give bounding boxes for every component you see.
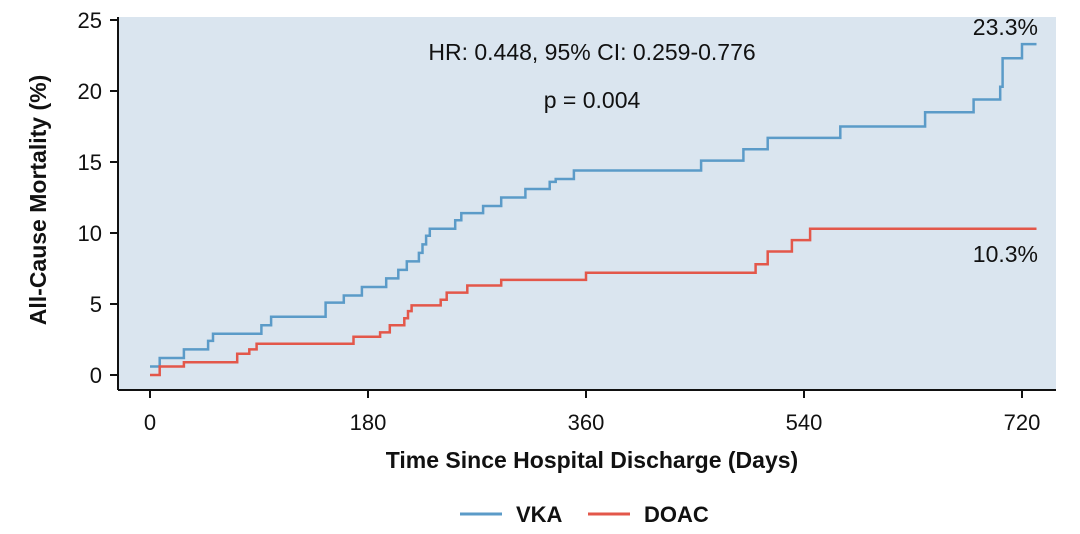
x-tick-label: 540 (786, 410, 823, 435)
x-tick-label: 180 (350, 410, 387, 435)
p-value-annotation: p = 0.004 (544, 87, 641, 113)
survival-curves (150, 42, 1037, 377)
legend: VKA DOAC (460, 502, 709, 527)
y-axis-title: All-Cause Mortality (%) (25, 75, 51, 325)
plot-area (118, 17, 1056, 390)
y-tick-label: 20 (78, 79, 102, 104)
y-tick-label: 0 (90, 363, 102, 388)
legend-doac-label: DOAC (644, 502, 709, 527)
doac-curve (150, 227, 1037, 377)
vka-curve (150, 42, 1037, 368)
y-tick-label: 15 (78, 150, 102, 175)
x-tick-label: 0 (144, 410, 156, 435)
y-ticks: 0 5 10 15 20 25 (78, 8, 118, 388)
legend-vka-label: VKA (516, 502, 563, 527)
vka-end-label: 23.3% (973, 14, 1038, 40)
doac-end-label: 10.3% (973, 241, 1038, 267)
y-tick-label: 10 (78, 221, 102, 246)
hr-annotation: HR: 0.448, 95% CI: 0.259-0.776 (428, 39, 755, 65)
y-tick-label: 5 (90, 292, 102, 317)
x-tick-label: 720 (1004, 410, 1041, 435)
y-tick-label: 25 (78, 8, 102, 33)
x-ticks: 0 180 360 540 720 (144, 390, 1040, 435)
x-axis-title: Time Since Hospital Discharge (Days) (386, 447, 798, 473)
x-tick-label: 360 (568, 410, 605, 435)
